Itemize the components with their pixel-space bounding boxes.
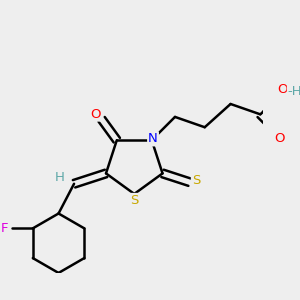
Text: N: N bbox=[148, 132, 158, 146]
Text: O: O bbox=[91, 108, 101, 121]
Text: O: O bbox=[274, 132, 285, 145]
Text: S: S bbox=[130, 194, 139, 207]
Text: O: O bbox=[277, 83, 287, 96]
Text: F: F bbox=[1, 222, 8, 235]
Text: H: H bbox=[55, 171, 65, 184]
Text: S: S bbox=[192, 174, 200, 188]
Text: -H: -H bbox=[288, 85, 300, 98]
